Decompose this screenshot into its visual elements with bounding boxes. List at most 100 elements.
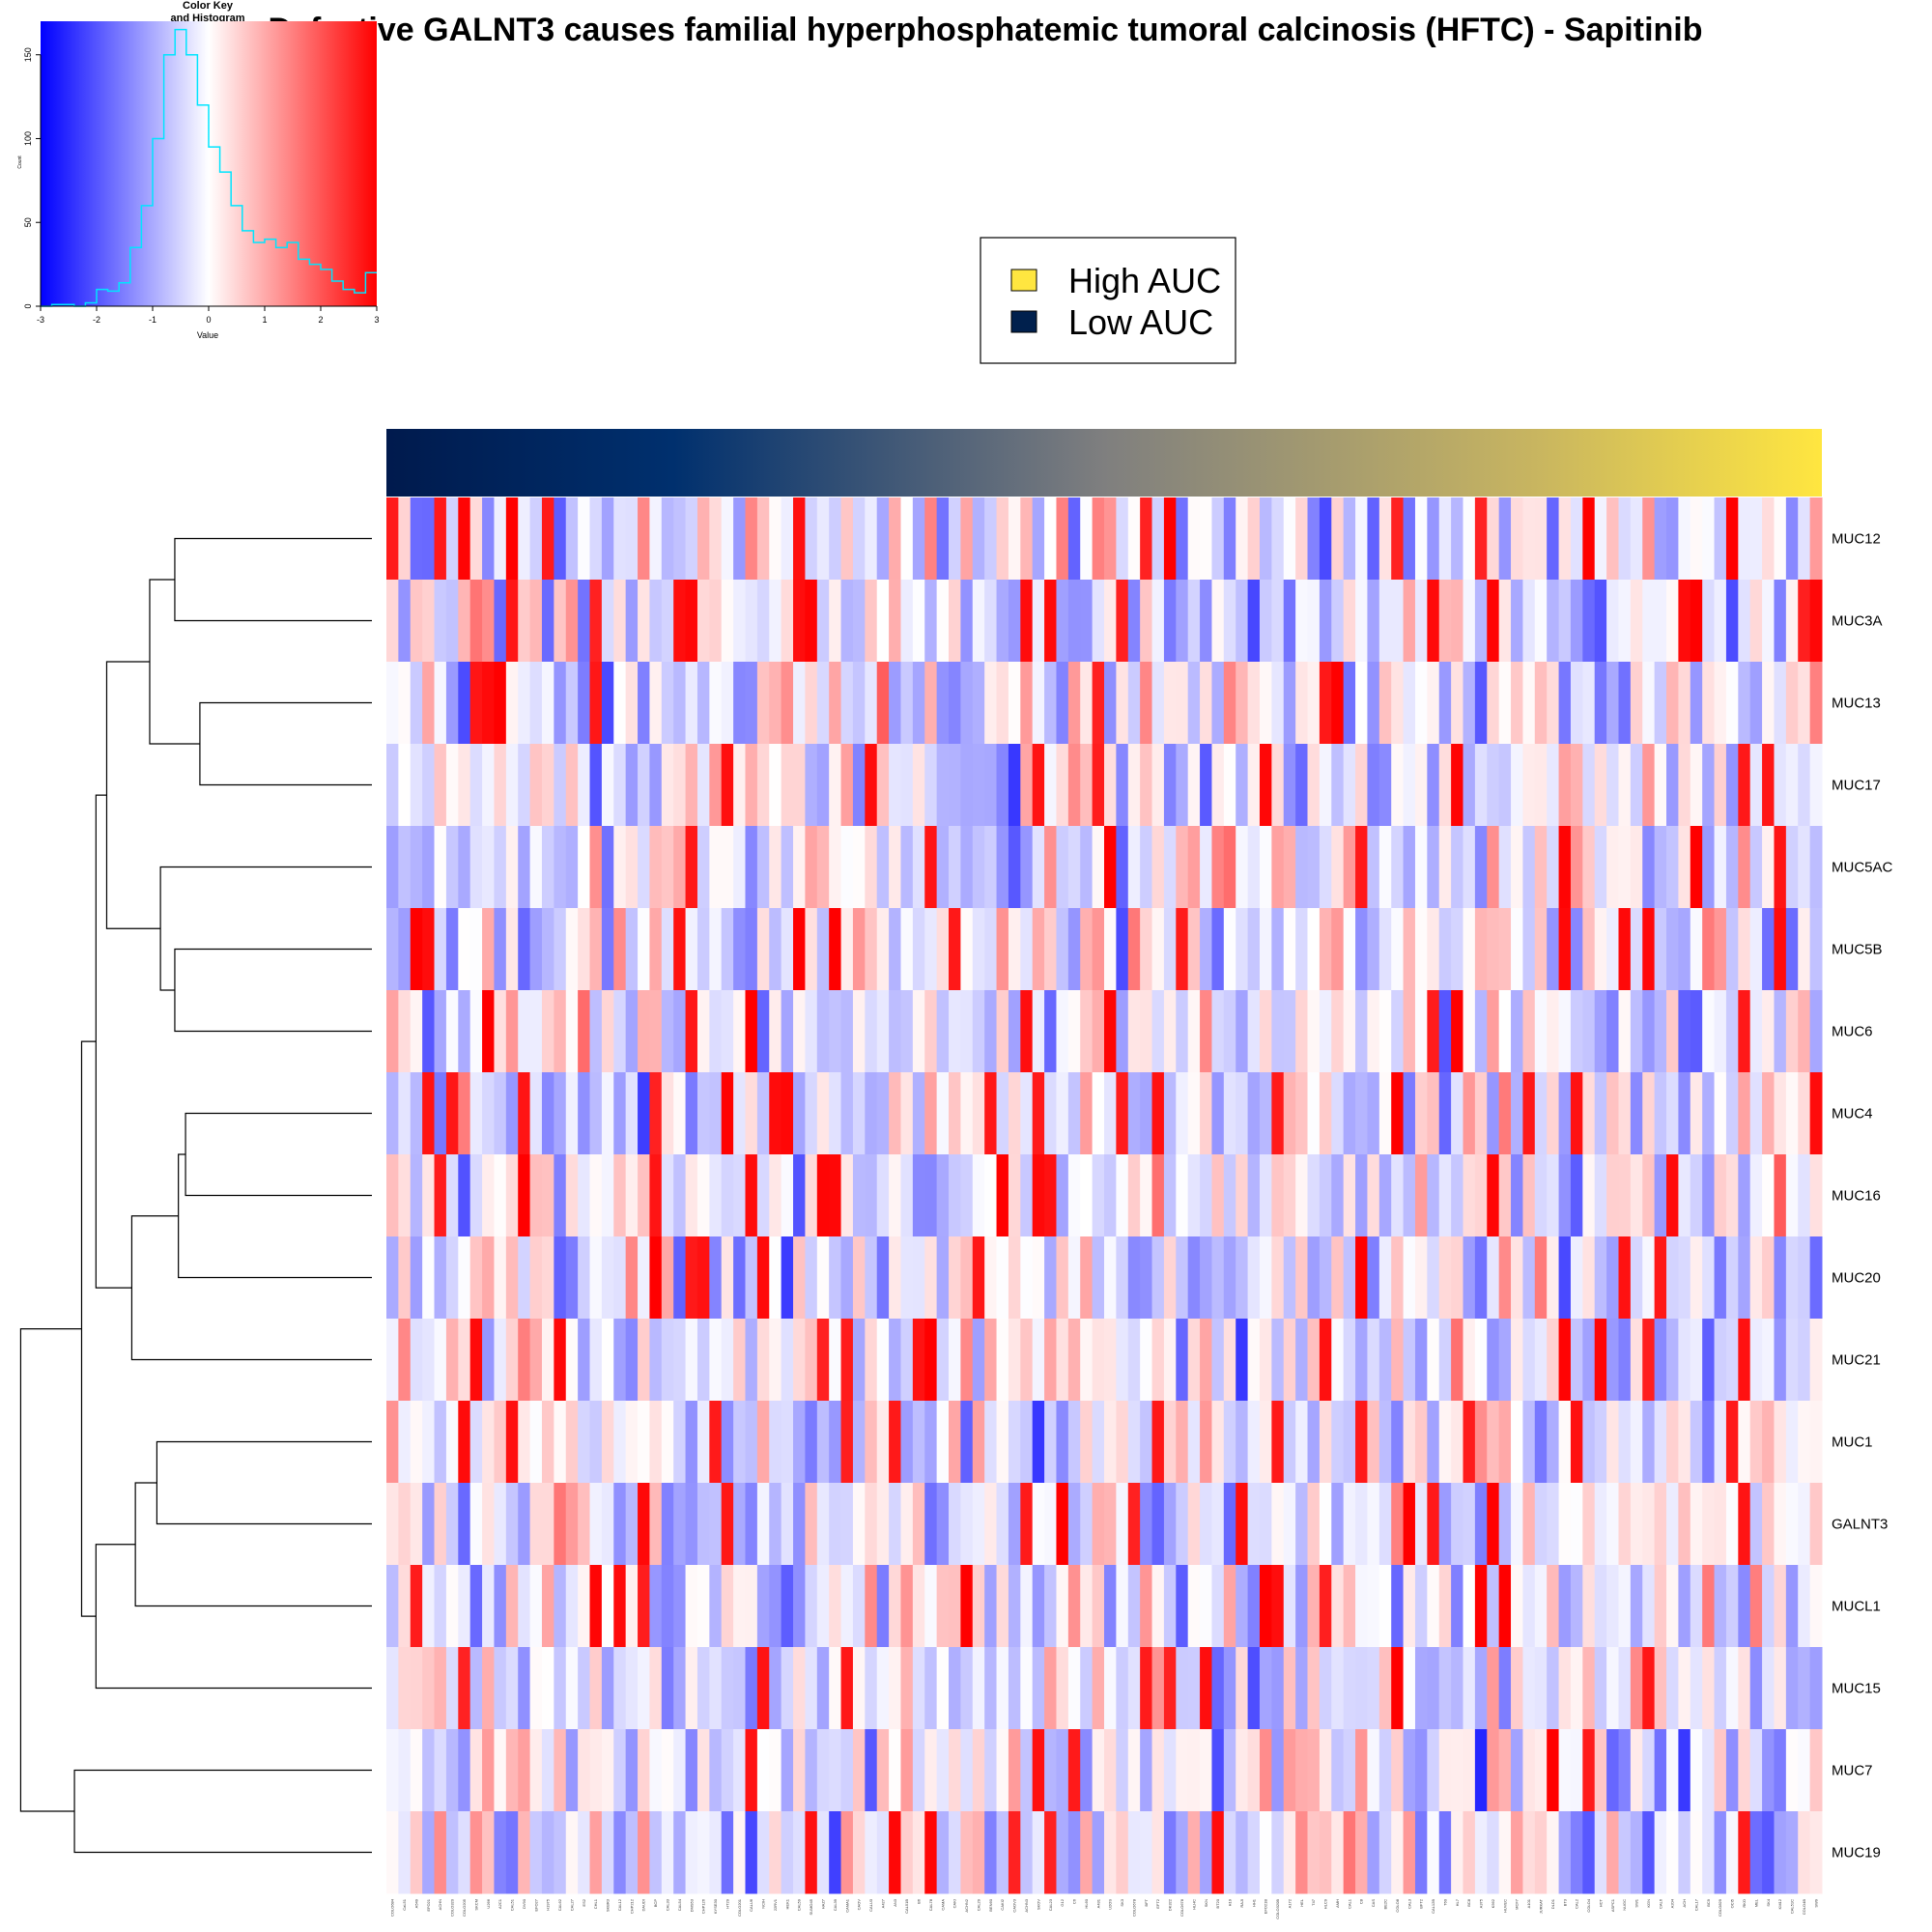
heatmap-cell — [1140, 826, 1153, 909]
heatmap-cell — [1223, 1811, 1236, 1894]
heatmap-cell — [625, 1319, 639, 1402]
heatmap-cell — [1151, 497, 1165, 581]
heatmap-cell — [1785, 1811, 1799, 1894]
heatmap-cell — [1725, 1319, 1739, 1402]
column-label: A431 — [1095, 1898, 1100, 1908]
heatmap-cell — [1451, 990, 1463, 1073]
heatmap-cell — [1547, 1565, 1560, 1648]
heatmap-cell — [1223, 1236, 1236, 1320]
heatmap-cell — [1630, 1729, 1643, 1812]
heatmap-cell — [494, 744, 507, 827]
heatmap-cell — [1044, 1483, 1057, 1566]
heatmap-cell — [900, 1236, 914, 1320]
heatmap-cell — [1187, 1729, 1201, 1812]
heatmap-cell — [1666, 826, 1679, 909]
heatmap-cell — [673, 1729, 687, 1812]
heatmap-cell — [1762, 1236, 1775, 1320]
heatmap-cell — [769, 1154, 782, 1237]
heatmap-cell — [1211, 1565, 1225, 1648]
heatmap-cell — [1259, 1811, 1272, 1894]
heatmap-cell — [1414, 1319, 1428, 1402]
heatmap-cell — [613, 1236, 627, 1320]
heatmap-cell — [1367, 662, 1380, 745]
heatmap-cell — [781, 1236, 794, 1320]
heatmap-cell — [1355, 497, 1368, 581]
heatmap-cell — [972, 1483, 985, 1566]
heatmap-cell — [1151, 1483, 1165, 1566]
heatmap-cell — [840, 990, 854, 1073]
heatmap-cell — [1714, 1154, 1727, 1237]
heatmap-cell — [673, 908, 687, 991]
heatmap-cell — [781, 826, 794, 909]
heatmap-cell — [1427, 662, 1440, 745]
heatmap-cell — [960, 580, 974, 663]
heatmap-cell — [1714, 744, 1727, 827]
heatmap-cell — [769, 1729, 782, 1812]
heatmap-cell — [1618, 580, 1632, 663]
heatmap-cell — [1785, 1236, 1799, 1320]
heatmap-cell — [769, 1072, 782, 1155]
heatmap-cell — [1008, 1647, 1021, 1730]
column-label: KGN — [1646, 1899, 1651, 1908]
heatmap-cell — [1032, 1072, 1045, 1155]
heatmap-cell — [1343, 1072, 1356, 1155]
heatmap-cell — [1749, 580, 1763, 663]
heatmap-cell — [673, 1236, 687, 1320]
heatmap-cell — [1283, 497, 1296, 581]
heatmap-cell — [769, 1319, 782, 1402]
column-label: CAL27 — [569, 1898, 574, 1911]
heatmap-cell — [469, 1236, 483, 1320]
heatmap-cell — [1809, 580, 1823, 663]
heatmap-cell — [541, 1729, 554, 1812]
heatmap-cell — [1474, 1811, 1488, 1894]
heatmap-cell — [1511, 1236, 1523, 1320]
heatmap-cell — [1690, 1236, 1703, 1320]
heatmap-cell — [876, 1072, 890, 1155]
heatmap-cell — [541, 1236, 554, 1320]
heatmap-cell — [529, 908, 543, 991]
column-label: CAS — [1371, 1899, 1376, 1908]
heatmap-cell — [1367, 1401, 1380, 1484]
heatmap-cell — [1618, 1401, 1632, 1484]
heatmap-cell — [1498, 1483, 1512, 1566]
heatmap-cell — [1414, 990, 1428, 1073]
column-label: CAMA — [940, 1899, 945, 1911]
heatmap-cell — [960, 497, 974, 581]
heatmap-cell — [865, 1401, 878, 1484]
heatmap-cell — [1414, 826, 1428, 909]
heatmap-cell — [529, 1401, 543, 1484]
heatmap-cell — [494, 1236, 507, 1320]
heatmap-cell — [673, 1319, 687, 1402]
heatmap-cell — [613, 1154, 627, 1237]
column-label: EFO21B — [1264, 1899, 1268, 1915]
heatmap-cell — [1654, 1401, 1667, 1484]
heatmap-cell — [565, 1647, 579, 1730]
heatmap-cell — [398, 1401, 412, 1484]
histogram-line — [41, 28, 377, 307]
legend-label-low: Low AUC — [1068, 302, 1213, 342]
heatmap-cell — [900, 1401, 914, 1484]
heatmap-cell — [1378, 580, 1392, 663]
heatmap-cell — [1678, 1072, 1691, 1155]
heatmap-cell — [1140, 1236, 1153, 1320]
heatmap-cell — [589, 908, 603, 991]
heatmap-cell — [972, 1811, 985, 1894]
heatmap-cell — [1809, 826, 1823, 909]
heatmap-cell — [960, 744, 974, 827]
heatmap-cell — [1295, 908, 1309, 991]
heatmap-cell — [1414, 744, 1428, 827]
heatmap-cell — [1403, 497, 1416, 581]
heatmap-cell — [1020, 1811, 1034, 1894]
column-label: HAZ7 — [820, 1898, 825, 1909]
heatmap-cell — [1080, 497, 1094, 581]
heatmap-cell — [1163, 662, 1177, 745]
heatmap-cell — [434, 580, 447, 663]
heatmap-cell — [1355, 1319, 1368, 1402]
heatmap-cell — [1259, 1401, 1272, 1484]
heatmap-cell — [960, 908, 974, 991]
heatmap-cell — [1762, 1483, 1775, 1566]
heatmap-cell — [1080, 1236, 1094, 1320]
heatmap-cell — [1044, 662, 1057, 745]
heatmap-cell — [1223, 1483, 1236, 1566]
heatmap-cell — [1307, 1483, 1321, 1566]
